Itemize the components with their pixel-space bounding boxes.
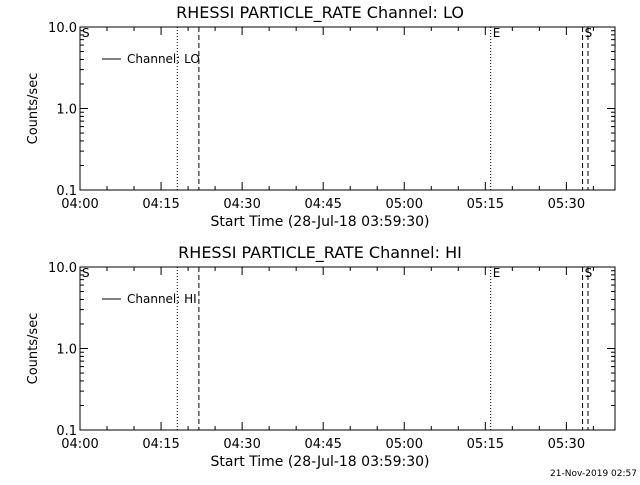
chart-title: RHESSI PARTICLE_RATE Channel: LO — [176, 3, 464, 23]
x-axis-label: Start Time (28-Jul-18 03:59:30) — [210, 454, 429, 470]
y-tick-label: 1.0 — [56, 343, 77, 358]
y-tick-label: 10.0 — [48, 21, 77, 36]
y-tick-label: 0.1 — [56, 424, 77, 439]
x-tick-label: 05:00 — [386, 437, 423, 452]
legend-label: Channel: HI — [127, 292, 197, 306]
x-tick-label: 05:15 — [467, 197, 504, 212]
x-tick-label: 04:45 — [304, 197, 341, 212]
x-axis-label: Start Time (28-Jul-18 03:59:30) — [210, 214, 429, 230]
x-tick-label: 04:45 — [304, 437, 341, 452]
x-tick-label: 04:15 — [142, 197, 179, 212]
x-tick-label: 04:00 — [61, 437, 98, 452]
y-axis-label: Counts/sec — [26, 313, 41, 385]
x-tick-label: 05:30 — [548, 197, 585, 212]
vline-label: S — [585, 26, 593, 40]
y-tick-label: 10.0 — [48, 261, 77, 276]
x-tick-label: 05:00 — [386, 197, 423, 212]
legend-label: Channel: LO — [127, 52, 200, 66]
vline-label: E — [493, 266, 501, 280]
chart-title: RHESSI PARTICLE_RATE Channel: HI — [178, 243, 462, 263]
x-tick-label: 05:30 — [548, 437, 585, 452]
x-tick-label: 05:15 — [467, 437, 504, 452]
y-axis-label: Counts/sec — [26, 73, 41, 145]
x-tick-label: 04:00 — [61, 197, 98, 212]
left-marker-label: S — [82, 26, 90, 40]
footer-timestamp: 21-Nov-2019 02:57 — [550, 469, 637, 479]
y-tick-label: 0.1 — [56, 184, 77, 199]
vline-label: E — [493, 26, 501, 40]
x-tick-label: 04:30 — [223, 437, 260, 452]
x-tick-label: 04:30 — [223, 197, 260, 212]
y-tick-label: 1.0 — [56, 103, 77, 118]
vline-label: S — [585, 266, 593, 280]
x-tick-label: 04:15 — [142, 437, 179, 452]
left-marker-label: S — [82, 266, 90, 280]
